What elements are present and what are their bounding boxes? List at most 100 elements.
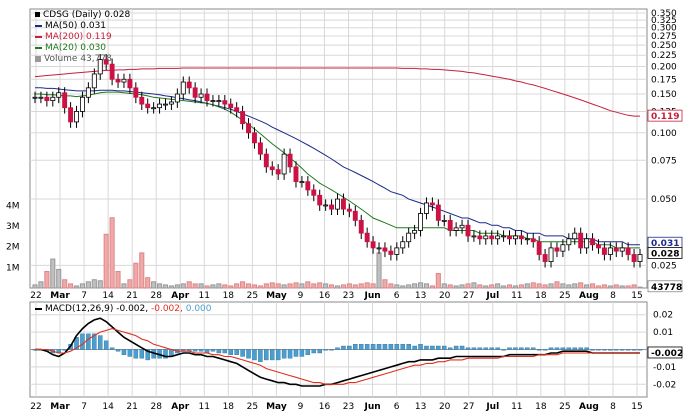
macd-hist-bar xyxy=(341,345,346,350)
candle-body xyxy=(429,202,435,206)
legend-ma20: MA(20) 0.030 xyxy=(35,43,106,54)
macd-hist-bar xyxy=(477,347,483,350)
macd-hist-bar xyxy=(311,349,317,354)
candle-body xyxy=(388,250,394,255)
volume-bar xyxy=(441,283,447,289)
candle-body xyxy=(518,235,524,240)
candle-body xyxy=(435,204,441,221)
macd-x-tick-label: 21 xyxy=(126,402,137,412)
macd-hist-value: 0.000 xyxy=(185,304,212,314)
signal-line xyxy=(35,328,640,385)
price-tick-label: 0.325 xyxy=(651,16,677,26)
legend-macd: MACD(12,26,9) -0.002, -0.002, 0.000 xyxy=(35,304,212,315)
volume-bar xyxy=(56,268,62,289)
macd-hist-bar xyxy=(376,344,382,350)
candle-body xyxy=(269,166,275,171)
volume-bar xyxy=(198,283,204,289)
candle-body xyxy=(560,244,566,252)
candle-body xyxy=(305,181,311,191)
volume-label: Volume 43,778 xyxy=(44,54,112,64)
ma50-label: MA(50) 0.031 xyxy=(45,21,107,31)
close-tag-box xyxy=(647,247,683,259)
volume-bar xyxy=(228,285,234,289)
ma200-line xyxy=(34,67,640,117)
macd-hist-bar xyxy=(252,349,257,361)
candle-body xyxy=(441,219,447,222)
candle-body xyxy=(554,247,560,252)
macd-x-tick-label: 20 xyxy=(439,402,451,412)
macd-hist-bar xyxy=(637,349,643,351)
candle-body xyxy=(400,241,406,249)
candle-body xyxy=(584,238,590,249)
volume-bar xyxy=(352,284,358,289)
volume-bar xyxy=(79,283,86,289)
macd-hist-bar xyxy=(358,344,364,350)
macd-x-tick-label: 11 xyxy=(511,402,522,412)
volume-bar xyxy=(50,258,56,289)
x-tick-label: 9 xyxy=(298,291,304,301)
candle-body xyxy=(412,230,418,234)
volume-bar xyxy=(157,283,163,289)
volume-tick-label: 4M xyxy=(6,201,20,211)
macd-tag: -0.002 xyxy=(651,349,683,359)
candle-body xyxy=(495,235,501,240)
volume-bar xyxy=(293,282,299,289)
candle-body xyxy=(335,198,340,210)
macd-hist-bar xyxy=(299,349,305,357)
volume-bar xyxy=(572,283,578,289)
volume-bar xyxy=(358,283,364,289)
macd-x-tick-label: 14 xyxy=(102,402,114,412)
macd-hist-bar xyxy=(264,349,269,361)
volume-bar xyxy=(305,281,311,289)
x-tick-label: 27 xyxy=(463,291,474,301)
volume-bar xyxy=(234,283,240,289)
macd-hist-bar xyxy=(394,344,400,350)
candle-body xyxy=(257,142,263,155)
candle-body xyxy=(180,81,186,95)
macd-hist-bar xyxy=(323,349,328,351)
macd-hist-bar xyxy=(305,349,311,355)
macd-hist-bar xyxy=(222,349,228,354)
candle-body xyxy=(139,96,145,105)
candle-body xyxy=(32,96,38,99)
macd-tick-label: -0.02 xyxy=(653,380,676,390)
macd-x-tick-label: 6 xyxy=(394,402,400,412)
macd-hist-bar xyxy=(74,337,79,350)
candle-body xyxy=(56,92,62,98)
volume-bar xyxy=(489,284,495,289)
volume-bar xyxy=(382,279,388,289)
candle-body xyxy=(590,238,596,246)
macd-hist-bar xyxy=(471,347,477,350)
volume-bar xyxy=(530,282,536,289)
macd-hist-bar xyxy=(103,340,109,350)
candle-body xyxy=(530,238,536,243)
macd-hist-bar xyxy=(86,333,91,350)
volume-bar xyxy=(501,285,507,289)
volume-axis-labels: 4M 3M 2M 1M xyxy=(6,201,20,273)
volume-bar xyxy=(311,283,317,289)
price-tick-label: 0.275 xyxy=(651,32,677,42)
volume-bar xyxy=(429,285,435,289)
candle-body xyxy=(145,103,151,109)
macd-hist-bar xyxy=(382,344,388,350)
candle-body xyxy=(578,232,584,249)
macd-tick-label: 0.01 xyxy=(653,328,673,338)
volume-bar xyxy=(595,285,602,289)
macd-hist-bar xyxy=(519,347,524,350)
volume-bar xyxy=(370,283,376,289)
candle-body xyxy=(596,244,601,249)
volume-bar xyxy=(44,270,50,289)
legend-volume: Volume 43,778 xyxy=(35,54,112,65)
volume-bar xyxy=(548,283,554,289)
volume-bar xyxy=(287,283,293,289)
macd-x-axis-labels: 22 Mar 7 14 21 28 Apr 11 18 25 May 9 16 23 Jun 6 13 20 27 J… xyxy=(30,402,642,412)
macd-hist-bar xyxy=(418,344,423,350)
volume-bar xyxy=(447,284,453,289)
candle-body xyxy=(293,166,299,183)
volume-bar xyxy=(139,252,145,289)
macd-hist-bar xyxy=(121,349,127,355)
volume-bar xyxy=(364,282,370,289)
macd-hist-bar xyxy=(139,349,145,359)
